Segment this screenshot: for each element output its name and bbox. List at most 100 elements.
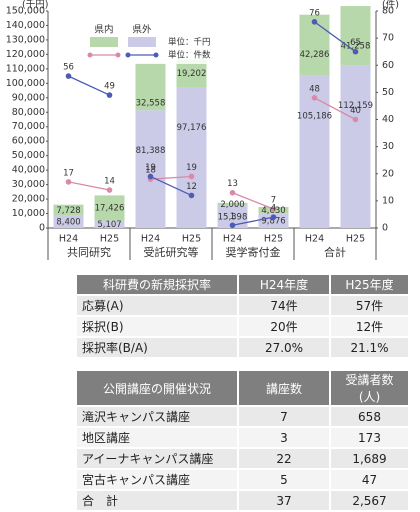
- data-label: 15,398: [218, 212, 248, 222]
- data-label: 12: [186, 182, 197, 192]
- x-tick-label: H24: [305, 234, 324, 245]
- table-cell: 22: [239, 449, 329, 468]
- table-cell: 採択(B): [77, 317, 237, 336]
- y2-tick-label: 80: [382, 6, 394, 17]
- data-label: 19: [186, 163, 197, 173]
- point: [65, 179, 72, 185]
- bar-segment: [340, 65, 371, 228]
- legend-label: 県内: [94, 24, 113, 36]
- data-label: 49: [104, 82, 115, 92]
- data-label: 42,286: [300, 50, 330, 60]
- table-cell: 27.0%: [239, 338, 329, 357]
- y-tick-label: 80,000: [12, 107, 45, 118]
- table: 公開講座の開催状況 講座数 受講者数(人) 滝沢キャンパス講座 7 658 地区講座 3 173…: [75, 369, 410, 512]
- table-cell: 658: [331, 407, 408, 426]
- line: [150, 175, 192, 180]
- table-cell: 3: [239, 428, 329, 447]
- group-label: 奨学寄付金: [226, 245, 281, 259]
- bar-segment: [340, 6, 371, 66]
- line: [314, 97, 356, 121]
- point: [270, 214, 277, 220]
- data-label: 5,107: [97, 220, 121, 230]
- bar-segment: [217, 205, 248, 228]
- table-cell: 地区講座: [77, 428, 237, 447]
- point: [352, 116, 359, 123]
- bar-segment: [176, 59, 207, 88]
- group-label: 合計: [324, 245, 346, 259]
- y-tick-label: 40,000: [12, 165, 45, 176]
- data-label: 4: [271, 204, 276, 214]
- table-cell: 応募(A): [77, 296, 237, 315]
- line: [314, 21, 356, 53]
- table-cell: 12件: [331, 317, 408, 336]
- bar-segment: [94, 220, 125, 228]
- table-cell: 1,689: [331, 449, 408, 468]
- x-tick-label: H25: [346, 234, 365, 245]
- data-label: 8,400: [56, 217, 80, 227]
- legend-marker: [153, 52, 159, 58]
- x-tick-label: H24: [141, 234, 160, 245]
- table-cell: 21.1%: [331, 338, 408, 357]
- point: [106, 187, 113, 193]
- data-label: 40: [350, 106, 361, 116]
- y-tick-label: 50,000: [12, 150, 45, 161]
- y-tick-label: 10,000: [12, 208, 45, 219]
- legend-unit: 単位：件数: [168, 50, 211, 61]
- bar-segment: [258, 213, 289, 228]
- table-cell: 採択率(B/A): [77, 338, 237, 357]
- y-tick-label: 110,000: [6, 63, 45, 74]
- table-cell: 57件: [331, 296, 408, 315]
- bar-segment: [299, 14, 330, 76]
- point: [229, 189, 236, 196]
- y2-axis-label: (件): [382, 0, 399, 11]
- data-label: 2,000: [220, 200, 244, 210]
- table-cell: 5: [239, 470, 329, 489]
- y2-tick-label: 40: [382, 114, 394, 125]
- point: [352, 48, 359, 55]
- table-cell: 受講者数(人): [331, 371, 408, 405]
- y-tick-label: 150,000: [6, 6, 45, 17]
- data-label: 9,876: [261, 216, 285, 226]
- bar-segment: [53, 215, 84, 228]
- table-row: 滝沢キャンパス講座 7 658: [77, 407, 408, 426]
- table-row: 採択(B) 20件 12件: [77, 317, 408, 336]
- legend-swatch: [90, 37, 118, 47]
- table-cell: 合 計: [77, 491, 237, 510]
- data-label: 105,186: [297, 111, 332, 121]
- legend-unit: 単位：千円: [168, 37, 211, 48]
- legend-marker: [115, 52, 121, 58]
- table: 科研費の新規採択率 H24年度 H25年度 応募(A) 74件 57件 採択(B) 20件 12…: [75, 273, 410, 359]
- point: [106, 92, 113, 98]
- table-cell: 20件: [239, 317, 329, 336]
- x-tick-label: H24: [223, 234, 242, 245]
- data-label: 56: [63, 63, 74, 73]
- point: [270, 206, 277, 212]
- y-tick-label: 140,000: [6, 20, 45, 31]
- point: [311, 19, 318, 25]
- table-row: 採択率(B/A) 27.0% 21.1%: [77, 338, 408, 357]
- data-label: 32,558: [136, 99, 166, 109]
- data-label: 76: [309, 8, 320, 18]
- y-tick-label: 30,000: [12, 179, 45, 190]
- data-label: 41,258: [341, 42, 371, 52]
- bar-segment: [217, 202, 248, 206]
- y2-tick-label: 10: [382, 195, 394, 206]
- y2-tick-label: 30: [382, 141, 394, 152]
- line: [68, 181, 110, 191]
- table-cell: 47: [331, 470, 408, 489]
- data-label: 81,388: [136, 146, 166, 156]
- table-cell: 7: [239, 407, 329, 426]
- y-tick-label: 100,000: [6, 78, 45, 89]
- table-cell: 科研費の新規採択率: [77, 275, 237, 294]
- point: [311, 95, 318, 101]
- line: [150, 175, 192, 197]
- y-tick-label: 90,000: [12, 92, 45, 103]
- table-cell: H24年度: [239, 275, 329, 294]
- point: [147, 173, 154, 180]
- line: [68, 75, 110, 96]
- y2-tick-label: 20: [382, 168, 394, 179]
- group-label: 受託研究等: [144, 245, 199, 259]
- data-label: 18: [145, 166, 156, 176]
- y-tick-label: 130,000: [6, 34, 45, 45]
